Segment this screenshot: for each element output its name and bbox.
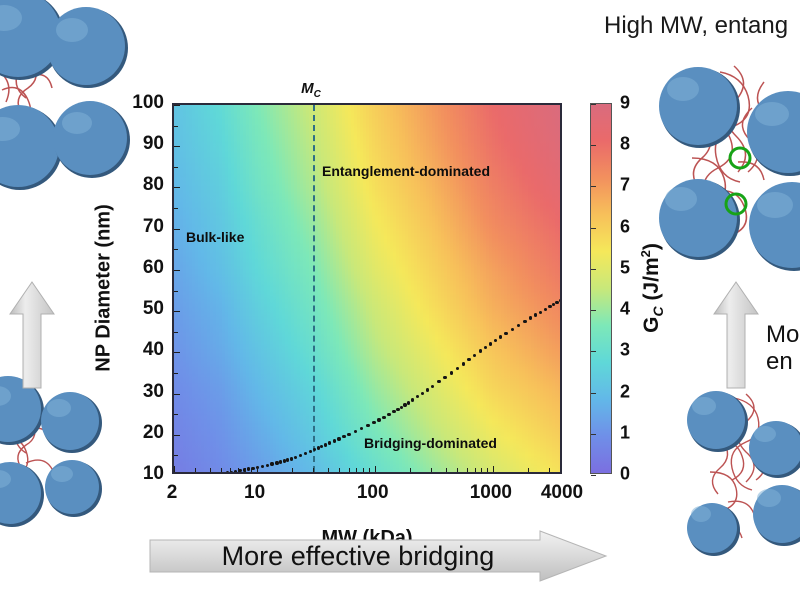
colorbar-tick-label: 5 [620, 257, 631, 278]
mc-label: MC [301, 80, 321, 100]
nanoparticle-sphere [41, 392, 102, 453]
colorbar-tick-label: 6 [620, 216, 631, 237]
up-arrow-left-icon [8, 280, 56, 390]
nanoparticle-sphere [687, 503, 740, 556]
caption-high-mw: High MW, entang [604, 12, 789, 39]
side-annotation-right-line1: Mo [766, 321, 800, 348]
nanoparticle-sphere [749, 421, 800, 478]
colorbar-tick-label: 4 [620, 298, 631, 319]
y-tick-label: 80 [142, 174, 164, 196]
x-tick-label: 10 [244, 482, 266, 503]
entanglement-marker-icon [724, 192, 748, 216]
colorbar-tick-label: 9 [620, 92, 631, 113]
colorbar-tick-label: 8 [620, 133, 631, 154]
x-tick-label: 2 [166, 482, 178, 503]
np-cluster-left-top [0, 0, 130, 200]
x-tick-label: 100 [356, 482, 389, 503]
colorbar-tick-label: 2 [620, 381, 631, 402]
heatmap-gradient [174, 105, 560, 472]
bottom-arrow-banner: More effective bridging [148, 530, 608, 582]
colorbar-tick-label: 1 [620, 422, 631, 443]
up-arrow-right-icon [712, 280, 760, 390]
x-tick-label: 1000 [469, 482, 512, 503]
nanoparticle-sphere [0, 462, 44, 527]
nanoparticle-sphere [687, 391, 748, 452]
y-tick-label: 10 [142, 463, 164, 484]
nanoparticle-sphere [47, 7, 128, 88]
region-label-bulk-like: Bulk-like [186, 229, 245, 245]
np-illustration-right-top [659, 65, 800, 271]
heatmap-plot-area: Bulk-like Entanglement-dominated Bridgin… [172, 103, 562, 474]
nanoparticle-sphere [0, 105, 62, 190]
y-tick-label: 90 [142, 133, 164, 155]
nanoparticle-sphere [749, 182, 800, 271]
bottom-arrow-label: More effective bridging [221, 540, 495, 571]
y-tick-label: 40 [142, 339, 164, 361]
entanglement-marker-icon [728, 146, 752, 170]
np-illustration-right-bottom [687, 391, 800, 556]
nanoparticle-sphere [0, 376, 44, 445]
y-tick-label: 50 [142, 298, 164, 320]
x-tick-label: 4000 [540, 482, 584, 503]
y-tick-label: 20 [142, 421, 164, 443]
np-illustration-left-bottom [0, 376, 102, 527]
np-cluster-left-bottom [0, 376, 120, 555]
colorbar [590, 103, 612, 476]
nanoparticle-sphere [659, 67, 740, 148]
nanoparticle-sphere [0, 0, 64, 80]
side-annotation-right-line2: en [766, 347, 793, 375]
y-tick-label: 30 [142, 380, 164, 402]
y-tick-label: 60 [142, 256, 164, 278]
nanoparticle-sphere [659, 179, 740, 260]
nanoparticle-sphere [45, 460, 102, 517]
colorbar-title: GC (J/m2) [637, 243, 667, 333]
region-label-entanglement-dominated: Entanglement-dominated [322, 163, 491, 179]
np-illustration-left-top [0, 0, 130, 190]
y-tick-label: 70 [142, 215, 164, 237]
nanoparticle-sphere [753, 485, 800, 546]
y-tick-label: 100 [132, 92, 164, 113]
nanoparticle-sphere [53, 101, 130, 178]
colorbar-tick-label: 3 [620, 339, 631, 360]
np-cluster-right-top [659, 62, 800, 277]
colorbar-tick-label: 7 [620, 174, 631, 195]
mc-threshold-line [312, 105, 315, 472]
nanoparticle-sphere [747, 91, 800, 176]
np-cluster-right-bottom [687, 391, 800, 567]
y-axis-title: NP Diameter (nm) [92, 204, 115, 372]
side-annotation-right: Mo en [766, 321, 800, 376]
colorbar-tick-label: 0 [620, 463, 631, 484]
right-arrow-icon [149, 530, 608, 582]
region-label-bridging-dominated: Bridging-dominated [364, 435, 497, 451]
